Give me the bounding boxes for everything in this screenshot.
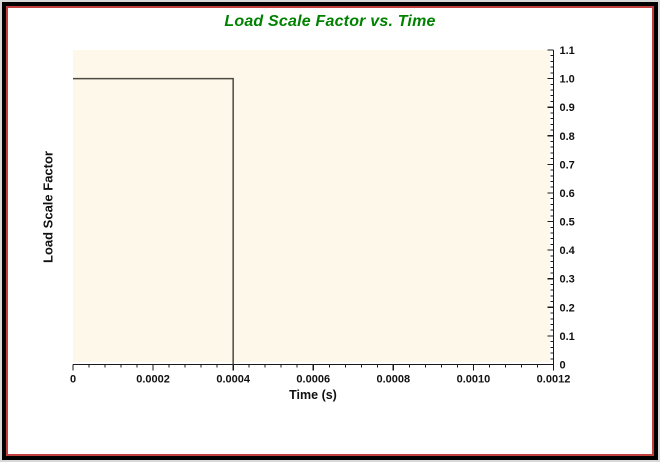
x-tick-label: 0.0012	[537, 374, 571, 386]
y-tick-label: 0.3	[560, 274, 575, 286]
y-tick-label: 0.2	[560, 302, 575, 314]
y-tick-label: 0.1	[560, 331, 575, 343]
plot-page: Load Scale Factor vs. Time Load Scale Fa…	[6, 6, 654, 456]
chart-canvas: 0 0.1 0.2 0.3 0.4 0.5 0.6 0.7 0.8 0.9 1.0 1.1 0 0.000…	[70, 45, 576, 386]
y-tick-label: 1.1	[560, 45, 575, 57]
series-line	[73, 77, 234, 365]
plot-area	[73, 50, 550, 362]
x-tick-label: 0.0008	[377, 374, 411, 386]
x-tick-label: 0.0006	[296, 374, 330, 386]
x-tick-label: 0	[70, 374, 76, 386]
x-axis-label: Time (s)	[289, 388, 337, 402]
y-tick-label: 1.0	[560, 74, 575, 86]
y-tick-label: 0.4	[560, 245, 576, 257]
y-tick-label: 0.7	[560, 159, 575, 171]
x-tick-label: 0.0010	[457, 374, 491, 386]
y-tick-label: 0.8	[560, 131, 575, 143]
x-tick-label: 0.0002	[136, 374, 170, 386]
y-tick-label: 0	[560, 360, 566, 372]
x-tick-label: 0.0004	[216, 374, 251, 386]
y-tick-label: 0.9	[560, 102, 575, 114]
y-tick-label: 0.5	[560, 217, 575, 229]
y-tick-label: 0.6	[560, 188, 575, 200]
chart-title: Load Scale Factor vs. Time	[224, 13, 436, 30]
